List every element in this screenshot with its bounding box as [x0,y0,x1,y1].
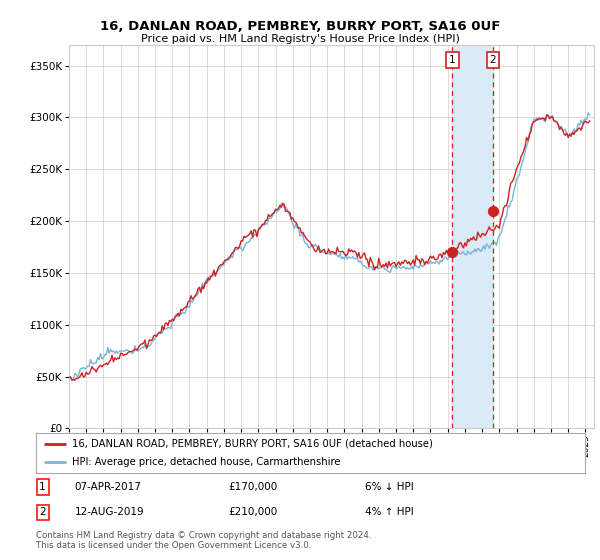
Bar [452,45,493,428]
Text: £170,000: £170,000 [228,482,277,492]
Text: 2: 2 [39,507,46,517]
Text: 16, DANLAN ROAD, PEMBREY, BURRY PORT, SA16 0UF (detached house): 16, DANLAN ROAD, PEMBREY, BURRY PORT, SA… [71,439,433,449]
Text: 1: 1 [449,55,455,66]
Text: 07-APR-2017: 07-APR-2017 [74,482,142,492]
Text: £210,000: £210,000 [228,507,277,517]
Text: 1: 1 [39,482,46,492]
Text: 2: 2 [490,55,496,66]
Point [488,206,497,215]
Text: 12-AUG-2019: 12-AUG-2019 [74,507,144,517]
Text: 4% ↑ HPI: 4% ↑ HPI [365,507,414,517]
Point [448,248,457,256]
Text: 6% ↓ HPI: 6% ↓ HPI [365,482,414,492]
Text: 16, DANLAN ROAD, PEMBREY, BURRY PORT, SA16 0UF: 16, DANLAN ROAD, PEMBREY, BURRY PORT, SA… [100,20,500,32]
Text: Price paid vs. HM Land Registry's House Price Index (HPI): Price paid vs. HM Land Registry's House … [140,34,460,44]
Text: Contains HM Land Registry data © Crown copyright and database right 2024.
This d: Contains HM Land Registry data © Crown c… [36,531,371,550]
Text: HPI: Average price, detached house, Carmarthenshire: HPI: Average price, detached house, Carm… [71,458,340,467]
